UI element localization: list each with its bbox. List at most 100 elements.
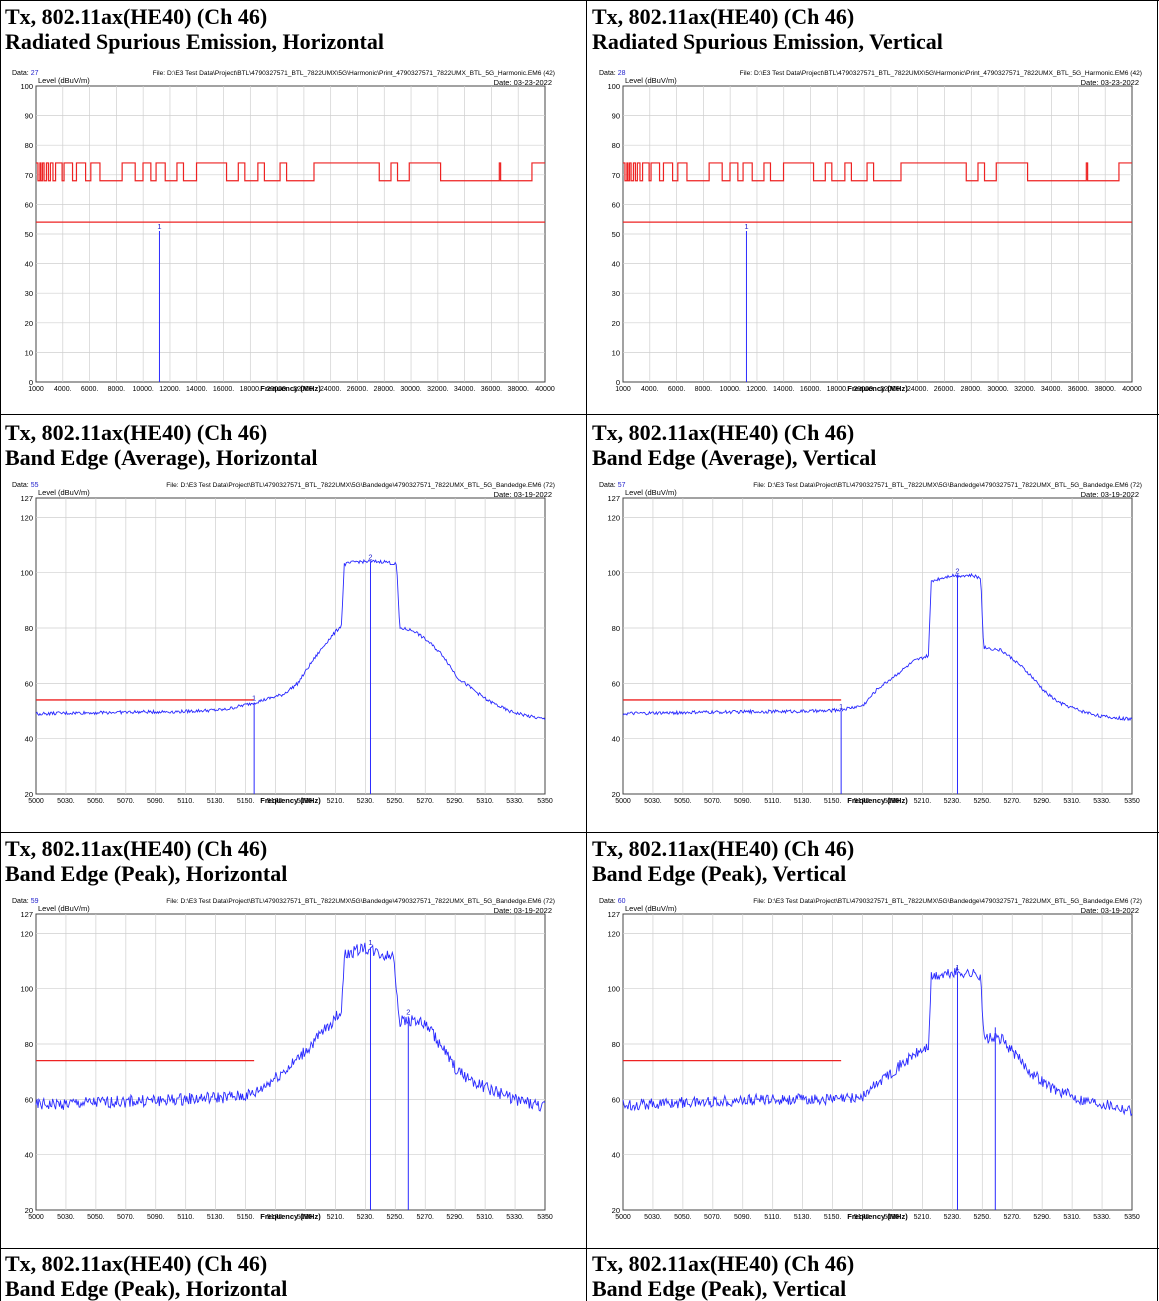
- x-tick-label: 5330.: [1093, 798, 1111, 805]
- x-tick-label: 5150.: [237, 1214, 255, 1221]
- x-tick-label: 5130.: [207, 1214, 225, 1221]
- spurious-emission-chart-vertical: Data: 28 File: D:\E3 Test Data\Project\BT…: [589, 66, 1157, 396]
- measurement-trace: [35, 558, 546, 721]
- x-tick-label: 5210.: [327, 1214, 345, 1221]
- table-border-left: [0, 0, 1, 1301]
- x-tick-label: 16000.: [800, 386, 821, 393]
- caption-line-1: Tx, 802.11ax(HE40) (Ch 46): [5, 4, 268, 29]
- x-tick-label: 5110.: [764, 1214, 781, 1221]
- file-path-label: File: D:\E3 Test Data\Project\BTL\479032…: [153, 70, 555, 77]
- x-tick-label: 26000.: [934, 386, 955, 393]
- caption-line-2: Radiated Spurious Emission, Horizontal: [5, 29, 384, 54]
- x-tick-label: 5210.: [914, 1214, 932, 1221]
- y-tick-label: 120: [607, 513, 620, 522]
- x-tick-label: 5290.: [1033, 1214, 1051, 1221]
- y-tick-label: 127: [607, 910, 620, 919]
- y-tick-label: 60: [25, 200, 33, 209]
- caption-line-2: Band Edge (Average), Horizontal: [5, 445, 318, 470]
- y-tick-label: 100: [20, 985, 33, 994]
- y-tick-label: 10: [612, 348, 620, 357]
- data-index-label: Data: 57: [599, 482, 626, 489]
- y-axis-label: Level (dBuV/m): [38, 76, 90, 85]
- x-tick-label: 5250.: [387, 1214, 405, 1221]
- table-row-divider: [0, 832, 1159, 833]
- y-axis-label: Level (dBuV/m): [38, 904, 90, 913]
- y-tick-label: 10: [25, 348, 33, 357]
- table-border-mid: [586, 0, 587, 1301]
- x-tick-label: 4000.: [641, 386, 659, 393]
- x-tick-label: 5190.: [297, 798, 315, 805]
- marker-label: 1: [744, 222, 748, 231]
- x-tick-label: 34000.: [454, 386, 475, 393]
- chart-svg: Data: 59 File: D:\E3 Test Data\Project\BT…: [12, 898, 555, 1221]
- x-tick-label: 5090.: [734, 798, 752, 805]
- x-tick-label: 5230.: [944, 798, 962, 805]
- caption-cell: Tx, 802.11ax(HE40) (Ch 46) Band Edge (Av…: [5, 420, 317, 470]
- x-tick-label: 22000.: [880, 386, 901, 393]
- caption-line-1: Tx, 802.11ax(HE40) (Ch 46): [592, 4, 855, 29]
- marker-label: 2: [406, 1007, 410, 1016]
- y-tick-label: 80: [612, 624, 620, 633]
- x-tick-label: 14000.: [773, 386, 794, 393]
- y-tick-label: 50: [612, 230, 620, 239]
- x-tick-label: 5050.: [674, 798, 692, 805]
- caption-line-2: Band Edge (Peak), Horizontal: [5, 861, 288, 886]
- bandedge-average-chart-horizontal: Data: 55 File: D:\E3 Test Data\Project\BT…: [2, 478, 570, 808]
- y-tick-label: 80: [25, 141, 33, 150]
- x-axis-label: Frequency (MHz): [260, 796, 321, 805]
- caption-cell: Tx, 802.11ax(HE40) (Ch 46) Band Edge (Av…: [592, 420, 876, 470]
- x-tick-label: 5000: [615, 798, 631, 805]
- spurious-emission-chart-horizontal: Data: 27 File: D:\E3 Test Data\Project\BT…: [2, 66, 570, 396]
- x-tick-label: 5130.: [794, 1214, 812, 1221]
- peak-limit-line: [36, 162, 545, 182]
- x-tick-label: 5270.: [1003, 1214, 1021, 1221]
- bandedge-peak-chart-vertical: Data: 60 File: D:\E3 Test Data\Project\BT…: [589, 894, 1157, 1224]
- x-tick-label: 8000.: [108, 386, 126, 393]
- x-tick-label: 10000.: [132, 386, 153, 393]
- x-tick-label: 38000.: [1094, 386, 1115, 393]
- y-tick-label: 60: [612, 1095, 620, 1104]
- x-tick-label: 24000.: [320, 386, 341, 393]
- x-tick-label: 5070.: [117, 798, 135, 805]
- x-tick-label: 5150.: [824, 798, 842, 805]
- caption-line-1: Tx, 802.11ax(HE40) (Ch 46): [5, 1251, 268, 1276]
- x-tick-label: 5350: [1124, 798, 1140, 805]
- file-path-label: File: D:\E3 Test Data\Project\BTL\479032…: [753, 482, 1142, 489]
- chart-svg: Data: 57 File: D:\E3 Test Data\Project\BT…: [599, 482, 1142, 805]
- data-index-label: Data: 27: [12, 70, 39, 77]
- y-tick-label: 40: [612, 735, 620, 744]
- x-tick-label: 5030.: [57, 798, 75, 805]
- date-label: Date: 03-19-2022: [1081, 906, 1139, 915]
- date-label: Date: 03-23-2022: [494, 78, 552, 87]
- x-tick-label: 5050.: [87, 1214, 105, 1221]
- data-index-label: Data: 60: [599, 898, 626, 905]
- x-axis-label: Frequency (MHz): [847, 796, 908, 805]
- y-tick-label: 20: [612, 790, 620, 799]
- x-axis-label: Frequency (MHz): [260, 1212, 321, 1221]
- marker-label: 1: [839, 702, 843, 711]
- caption-cell: Tx, 802.11ax(HE40) (Ch 46) Radiated Spur…: [592, 4, 943, 54]
- y-tick-label: 80: [612, 1040, 620, 1049]
- date-label: Date: 03-19-2022: [1081, 490, 1139, 499]
- y-tick-label: 90: [612, 112, 620, 121]
- x-tick-label: 5310.: [476, 798, 494, 805]
- x-tick-label: 5000: [615, 1214, 631, 1221]
- y-tick-label: 127: [20, 910, 33, 919]
- x-tick-label: 34000.: [1041, 386, 1062, 393]
- x-tick-label: 32000.: [1014, 386, 1035, 393]
- x-tick-label: 18000.: [240, 386, 261, 393]
- x-tick-label: 30000.: [400, 386, 421, 393]
- data-index-value: 59: [31, 898, 39, 905]
- caption-line-2: Band Edge (Peak), Vertical: [592, 861, 847, 886]
- file-path-label: File: D:\E3 Test Data\Project\BTL\479032…: [753, 898, 1142, 905]
- x-tick-label: 5230.: [357, 798, 375, 805]
- data-index-value: 60: [618, 898, 626, 905]
- x-tick-label: 5190.: [297, 1214, 315, 1221]
- x-tick-label: 32000.: [427, 386, 448, 393]
- x-tick-label: 5270.: [416, 1214, 434, 1221]
- y-tick-label: 60: [25, 679, 33, 688]
- x-tick-label: 5170.: [854, 1214, 872, 1221]
- date-label: Date: 03-23-2022: [1081, 78, 1139, 87]
- caption-line-2: Radiated Spurious Emission, Vertical: [592, 29, 943, 54]
- data-index-value: 57: [618, 482, 626, 489]
